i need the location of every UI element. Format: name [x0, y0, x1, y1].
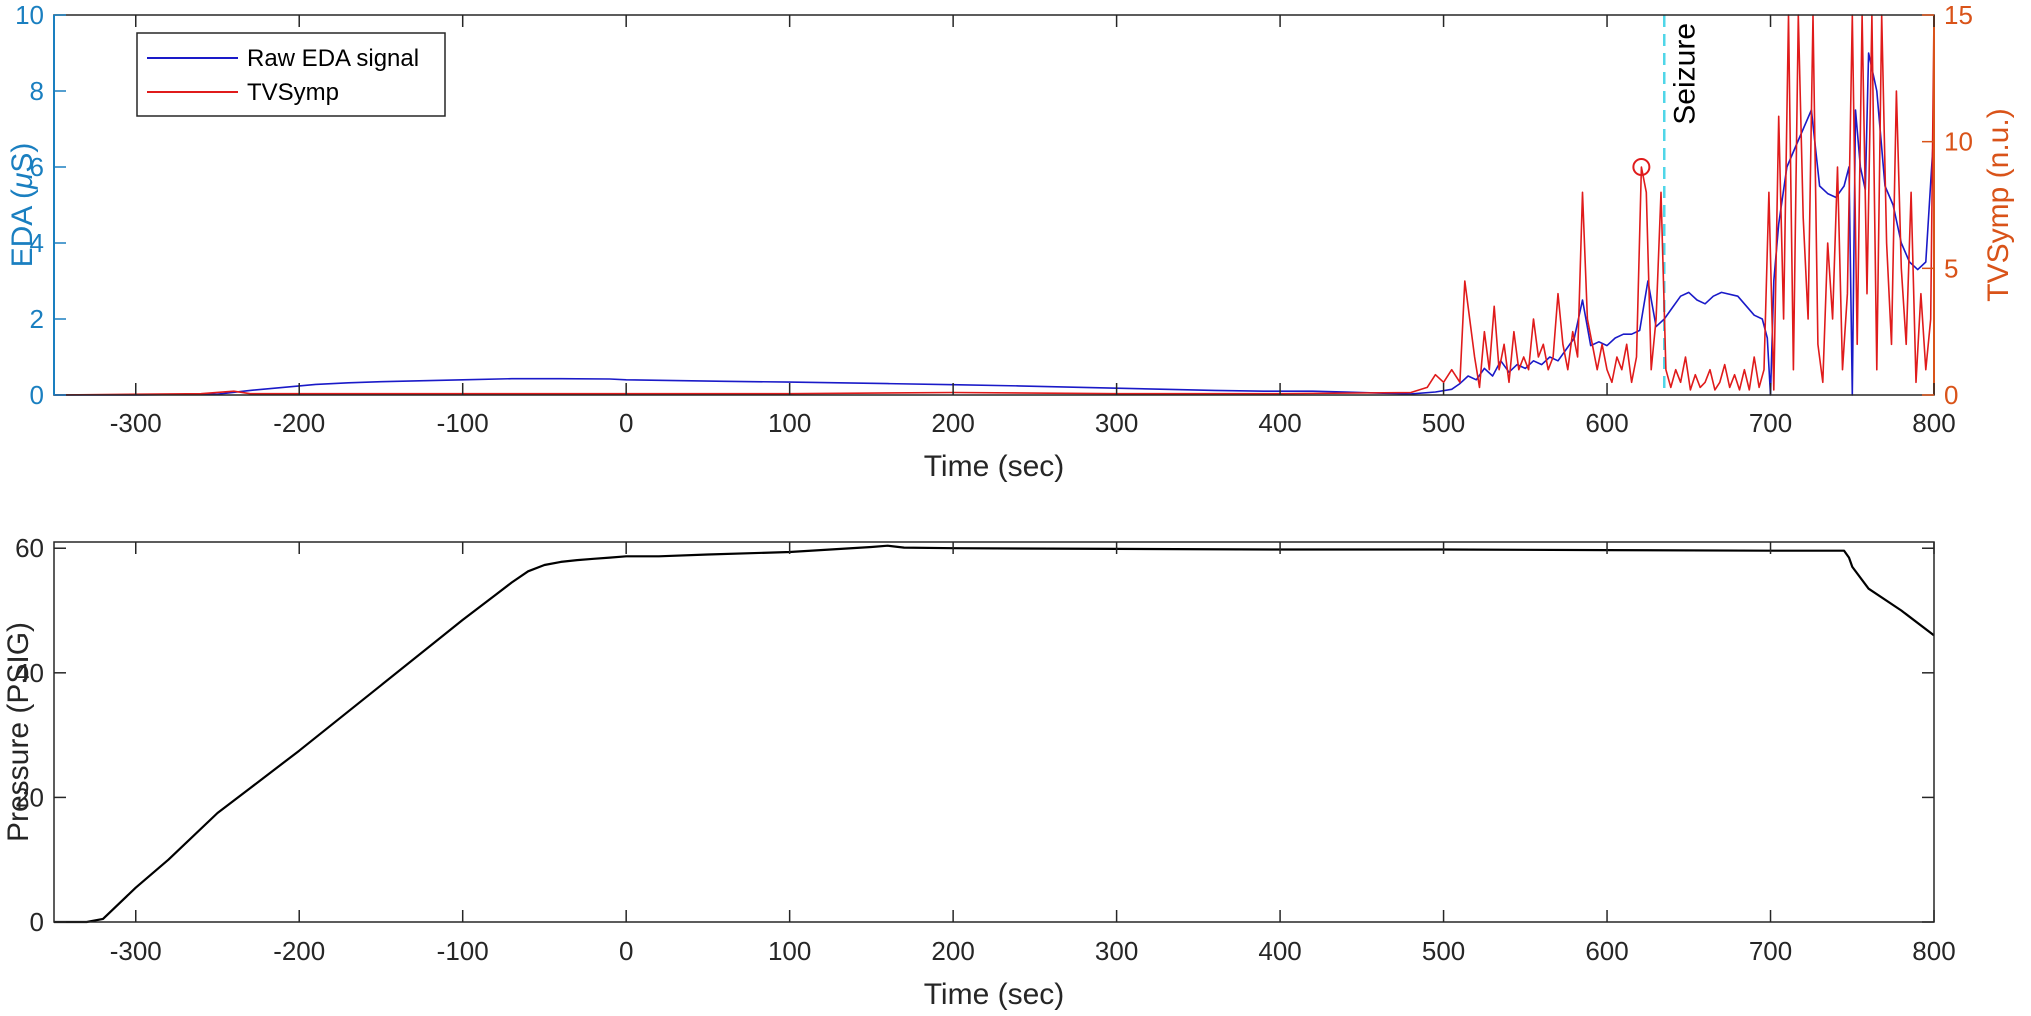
top-x-tick-label-8: 500 [1422, 408, 1465, 438]
bottom-x-tick-label-3: 0 [619, 936, 633, 966]
top-x-tick-label-2: -100 [437, 408, 489, 438]
legend-eda-label: Raw EDA signal [247, 45, 419, 72]
top-left-y-label-mu: μ [6, 173, 39, 190]
bottom-x-tick-label-8: 500 [1422, 936, 1465, 966]
top-left-y-tick-label-3: 6 [30, 152, 44, 182]
top-x-tick-label-6: 300 [1095, 408, 1138, 438]
top-left-y-label-suffix: S) [6, 143, 39, 173]
top-x-tick-label-10: 700 [1749, 408, 1792, 438]
top-left-y-ticks: 0 2 4 6 8 10 [15, 0, 66, 410]
bottom-x-tick-label-6: 300 [1095, 936, 1138, 966]
top-left-y-tick-label-4: 8 [30, 76, 44, 106]
top-x-tick-label-9: 600 [1585, 408, 1628, 438]
top-right-y-tick-label-0: 0 [1944, 380, 1958, 410]
top-x-tick-label-0: -300 [110, 408, 162, 438]
bottom-x-ticks: -300 -200 -100 0 100 200 300 400 500 600 700 800 [110, 542, 1956, 966]
bottom-x-tick-label-7: 400 [1258, 936, 1301, 966]
legend: Raw EDA signal TVSymp [136, 32, 446, 117]
bottom-plot-area [54, 542, 1934, 922]
top-left-y-label-prefix: EDA ( [6, 189, 39, 267]
top-right-y-tick-label-2: 10 [1944, 127, 1973, 157]
top-right-y-ticks: 0 5 10 15 [1922, 0, 1973, 410]
bottom-y-ticks: 0 20 40 60 [15, 533, 1934, 937]
top-x-ticks: -300 -200 -100 0 100 200 300 400 500 600 700 800 [110, 15, 1956, 438]
top-left-y-tick-label-0: 0 [30, 380, 44, 410]
top-x-tick-label-7: 400 [1258, 408, 1301, 438]
top-left-y-tick-label-5: 10 [15, 0, 44, 30]
pressure-chart: -300 -200 -100 0 100 200 300 400 500 600 700 800 0 2… [2, 533, 1956, 1011]
peak-circle [1632, 158, 1651, 176]
top-right-y-tick-label-3: 15 [1944, 0, 1973, 30]
peak-circle-marker [1632, 158, 1651, 176]
bottom-x-tick-label-2: -100 [437, 936, 489, 966]
bottom-y-tick-label-0: 0 [30, 907, 44, 937]
top-left-y-axis-label: EDA (μS) [6, 143, 39, 268]
seizure-annotation: Seizure [1668, 23, 1701, 125]
top-x-tick-label-3: 0 [619, 408, 633, 438]
bottom-y-tick-label-1: 20 [15, 782, 44, 812]
top-right-y-axis-label: TVSymp (n.u.) [1982, 108, 2015, 301]
bottom-x-tick-label-0: -300 [110, 936, 162, 966]
bottom-x-tick-label-4: 100 [768, 936, 811, 966]
eda-tvsymp-chart: -300 -200 -100 0 100 200 300 400 500 600 700 800 02… [6, 0, 2015, 483]
bottom-x-tick-label-9: 600 [1585, 936, 1628, 966]
bottom-x-tick-label-10: 700 [1749, 936, 1792, 966]
bottom-y-tick-label-3: 60 [15, 533, 44, 563]
bottom-plot-frame [53, 541, 1935, 923]
legend-box [136, 32, 446, 117]
top-x-axis-label: Time (sec) [924, 450, 1065, 483]
top-series-group [53, 14, 1935, 396]
top-right-y-tick-label-1: 5 [1944, 253, 1958, 283]
bottom-x-tick-label-1: -200 [273, 936, 325, 966]
top-x-tick-label-4: 100 [768, 408, 811, 438]
legend-tvsymp-label: TVSymp [247, 79, 339, 106]
bottom-x-tick-label-5: 200 [931, 936, 974, 966]
top-x-tick-label-1: -200 [273, 408, 325, 438]
bottom-y-axis-label: Pressure (PSIG) [2, 622, 35, 842]
top-x-tick-label-11: 800 [1912, 408, 1955, 438]
top-x-tick-label-5: 200 [931, 408, 974, 438]
top-left-y-tick-label-1: 2 [30, 304, 44, 334]
bottom-y-tick-label-2: 40 [15, 658, 44, 688]
series-tvsymp-line [53, 14, 1935, 396]
bottom-x-tick-label-11: 800 [1912, 936, 1955, 966]
bottom-x-axis-label: Time (sec) [924, 978, 1065, 1011]
top-left-y-tick-label-2: 4 [30, 228, 44, 258]
